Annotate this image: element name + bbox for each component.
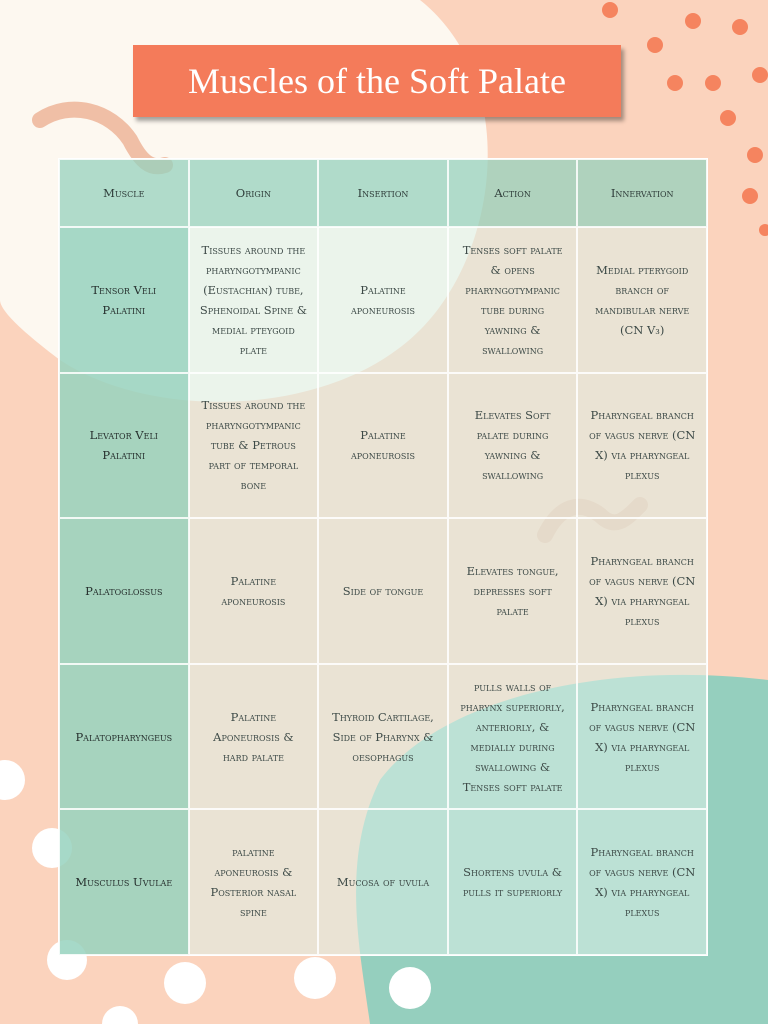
table-cell: Pharyngeal branch of vagus nerve (CN X) … bbox=[577, 372, 707, 519]
muscle-cell: Palatoglossus bbox=[59, 518, 189, 664]
header-cell: Muscle bbox=[59, 159, 189, 227]
table-cell: Pharyngeal branch of vagus nerve (CN X) … bbox=[577, 518, 707, 664]
table-cell: Elevates Soft palate during yawning & sw… bbox=[447, 372, 578, 519]
table-cell: pulls walls of pharynx superiorly, anter… bbox=[447, 663, 578, 810]
table-cell: Pharyngeal branch of vagus nerve (CN X) … bbox=[577, 663, 707, 810]
header-cell: Insertion bbox=[318, 159, 448, 227]
table-cell: Tissues around the pharyngotympanic (Eus… bbox=[188, 227, 319, 373]
title: Muscles of the Soft Palate bbox=[133, 45, 621, 117]
header-cell: Action bbox=[447, 159, 578, 227]
table-cell: Side of tongue bbox=[318, 518, 448, 664]
table-cell: Palatine aponeurosis bbox=[318, 372, 448, 519]
muscle-cell: Palatopharyngeus bbox=[59, 663, 189, 810]
muscle-cell: Levator Veli Palatini bbox=[59, 372, 189, 519]
table-cell: Pharyngeal branch of vagus nerve (CN X) … bbox=[577, 809, 707, 955]
header-cell: Innervation bbox=[577, 159, 707, 227]
table-cell: Palatine aponeurosis bbox=[188, 518, 319, 664]
table-cell: Palatine Aponeurosis & hard palate bbox=[188, 663, 319, 810]
table-cell: Shortens uvula & pulls it superiorly bbox=[447, 809, 578, 955]
table-cell: Tenses soft palate & opens pharyngotympa… bbox=[447, 227, 578, 373]
muscle-cell: Musculus Uvulae bbox=[59, 809, 189, 955]
table-cell: Thyroid Cartilage, Side of Pharynx & oes… bbox=[318, 663, 448, 810]
table-cell: palatine aponeurosis & Posterior nasal s… bbox=[188, 809, 319, 955]
table-cell: Medial pterygoid branch of mandibular ne… bbox=[577, 227, 707, 373]
table-cell: Palatine aponeurosis bbox=[318, 227, 448, 373]
table-cell: Tissues around the pharyngotympanic tube… bbox=[188, 372, 319, 519]
table-cell: Elevates tongue, depresses soft palate bbox=[447, 518, 578, 664]
table-cell: Mucosa of uvula bbox=[318, 809, 448, 955]
table: Muscle Origin Insertion Action Innervation Te… bbox=[58, 158, 708, 956]
header-cell: Origin bbox=[188, 159, 319, 227]
muscle-cell: Tensor Veli Palatini bbox=[59, 227, 189, 373]
